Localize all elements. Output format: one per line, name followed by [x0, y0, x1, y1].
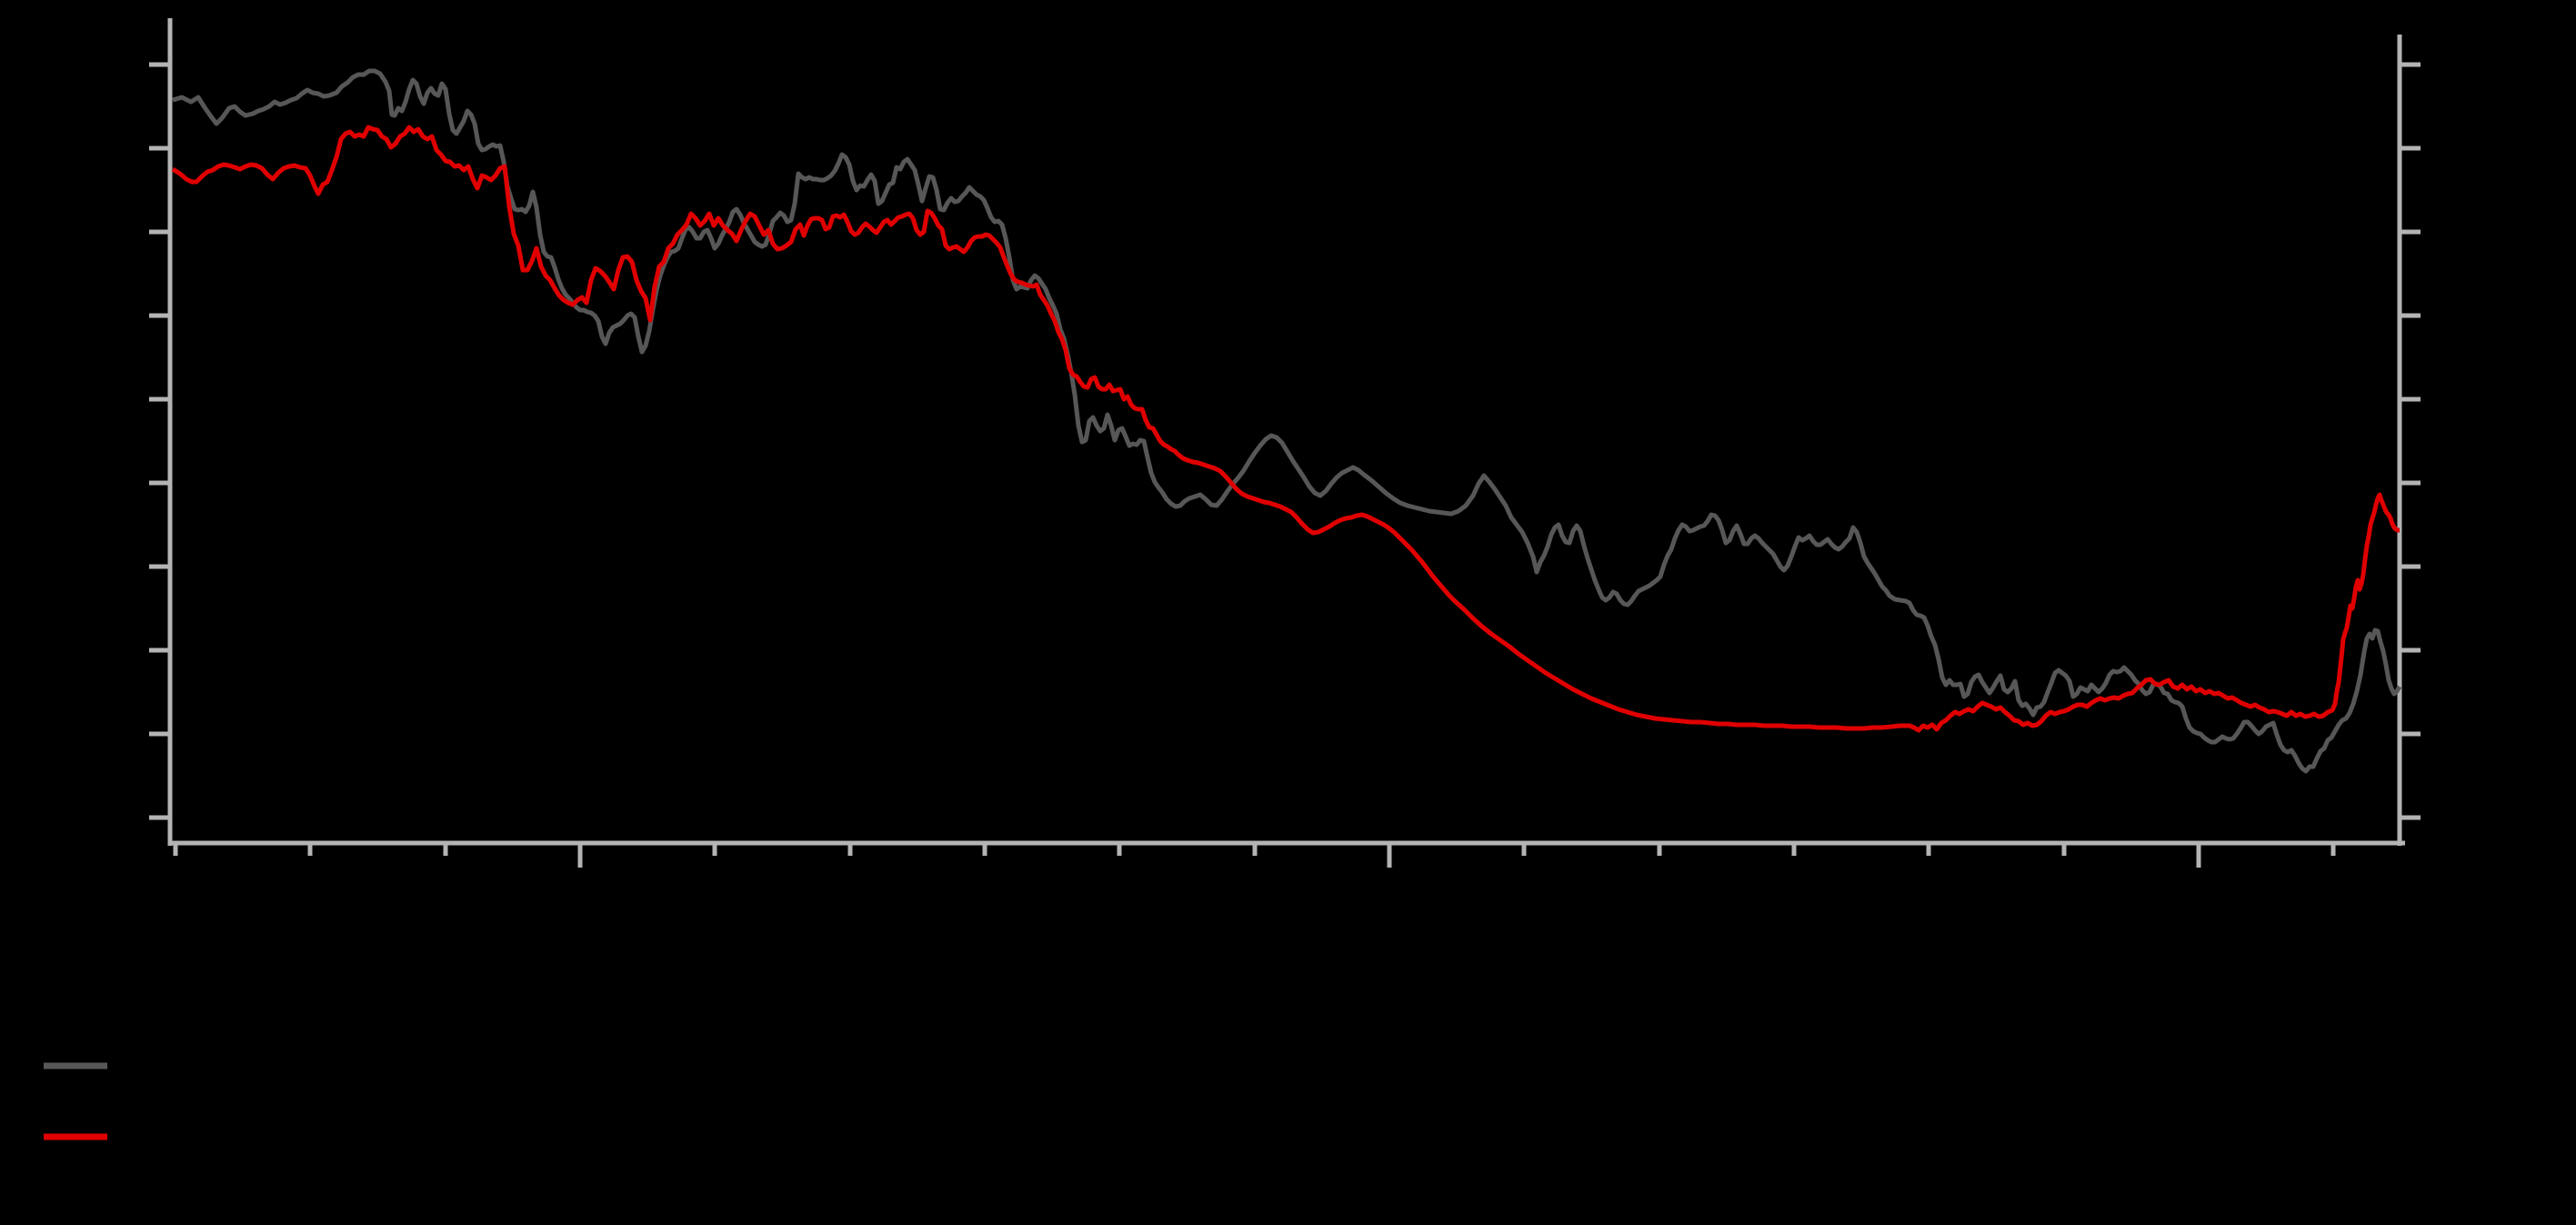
legend — [44, 1062, 107, 1140]
series-gray-line — [172, 68, 2402, 774]
series-lines — [171, 68, 2402, 774]
axes — [167, 18, 2405, 846]
series-red-line — [171, 125, 2401, 733]
axis-ticks — [149, 62, 2421, 868]
